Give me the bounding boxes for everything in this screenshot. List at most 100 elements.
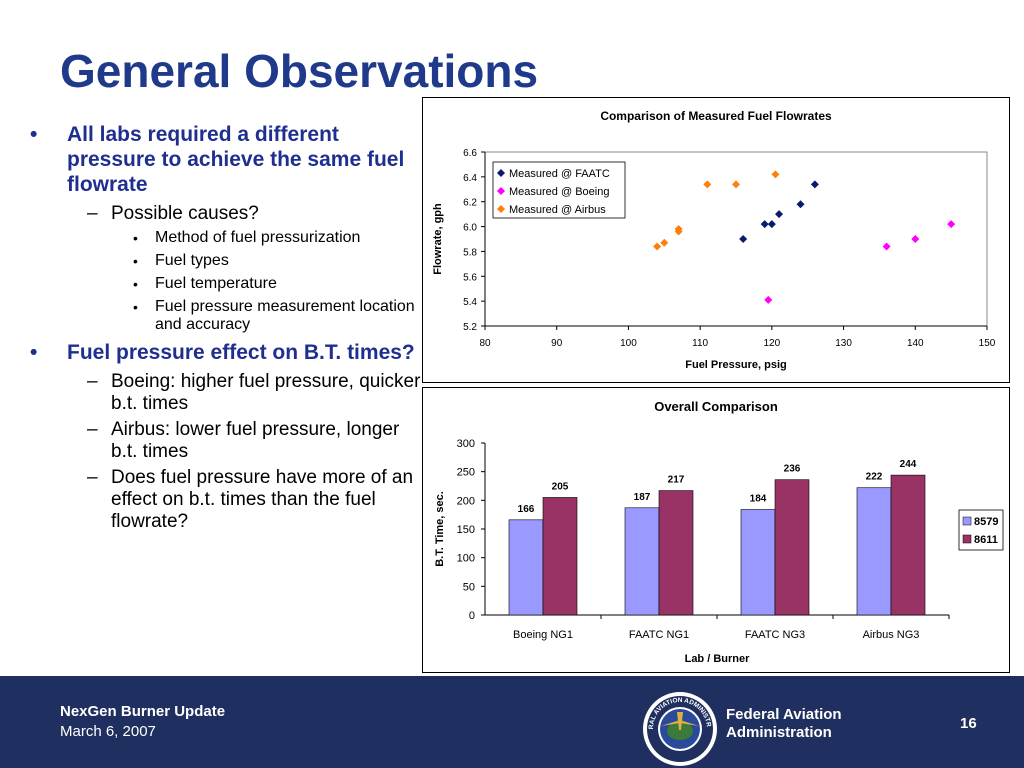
bar-value-label: 217 [668, 475, 685, 486]
bullet-text: Boeing: higher fuel pressure, quicker b.… [111, 371, 421, 414]
bar [774, 479, 810, 616]
legend-swatch [962, 516, 972, 526]
data-point [810, 180, 819, 189]
bullet-marker: • [133, 230, 138, 246]
page-number: 16 [960, 715, 977, 732]
bullet-marker: • [133, 253, 138, 269]
y-tick-label: 100 [457, 553, 475, 565]
bullet-text: Fuel temperature [155, 275, 277, 292]
x-tick-label: 120 [764, 338, 781, 349]
legend-label: Measured @ Airbus [509, 204, 606, 216]
data-point [947, 220, 956, 229]
bullet-level3: • Fuel types [30, 252, 425, 270]
legend-marker [497, 187, 505, 195]
x-tick-label: 90 [551, 338, 563, 349]
y-tick-label: 6.6 [463, 148, 477, 159]
bullet-marker: • [30, 341, 38, 364]
dash-marker: – [87, 419, 98, 440]
dash-marker: – [87, 467, 98, 488]
bar [740, 509, 776, 616]
legend-label: 8579 [974, 516, 998, 528]
bar [624, 507, 660, 616]
bar-value-label: 222 [866, 472, 883, 483]
data-point [732, 180, 740, 189]
bar-chart: Overall Comparison 0 50 100 150 200 250 300 Boei… [434, 399, 1004, 665]
dash-marker: – [87, 371, 98, 392]
x-tick-label: 140 [907, 338, 924, 349]
y-tick-label: 250 [457, 467, 475, 479]
bar [658, 490, 694, 616]
bar-value-label: 244 [900, 459, 917, 470]
bar-value-label: 187 [634, 492, 651, 503]
data-point [767, 220, 776, 229]
bullet-level2: – Possible causes? [30, 203, 425, 225]
data-point [660, 238, 669, 247]
bullet-level3: • Method of fuel pressurization [30, 229, 425, 247]
bar-value-label: 184 [750, 494, 767, 505]
data-point [775, 210, 784, 219]
bullet-marker: • [30, 123, 38, 146]
y-tick-label: 6.0 [463, 223, 477, 234]
slide-title: General Observations [60, 45, 539, 97]
legend-label: Measured @ Boeing [509, 186, 609, 198]
bullet-level2: – Airbus: lower fuel pressure, longer b.… [30, 419, 425, 463]
legend-box [958, 509, 1004, 551]
bar-value-label: 236 [784, 464, 801, 475]
bullet-text: Fuel pressure measurement location and a… [155, 298, 415, 333]
y-axis-label: B.T. Time, sec. [434, 491, 446, 567]
x-axis-label: Lab / Burner [685, 653, 751, 665]
bar [508, 519, 544, 616]
x-tick-label: 100 [620, 338, 637, 349]
y-tick-label: 5.6 [463, 272, 477, 283]
data-point [739, 235, 748, 243]
y-tick-label: 0 [469, 610, 475, 622]
dash-marker: – [87, 203, 98, 224]
data-point [771, 170, 780, 179]
bullet-level2: – Boeing: higher fuel pressure, quicker … [30, 371, 425, 415]
x-tick-label: FAATC NG1 [629, 629, 689, 641]
x-axis-label: Fuel Pressure, psig [685, 359, 786, 371]
legend-marker [497, 205, 505, 213]
data-point [703, 180, 712, 189]
bar [856, 487, 892, 616]
bullet-level1: • Fuel pressure effect on B.T. times? [30, 340, 425, 365]
bullet-marker: • [133, 276, 138, 292]
x-tick-label: 80 [479, 338, 491, 349]
bullet-list: • All labs required a different pressure… [30, 122, 425, 537]
legend-label: Measured @ FAATC [509, 168, 610, 180]
legend-swatch [962, 534, 972, 544]
y-tick-label: 200 [457, 495, 475, 507]
x-tick-label: 110 [692, 338, 708, 349]
bullet-text: Does fuel pressure have more of an effec… [111, 467, 414, 532]
bullet-level2: – Does fuel pressure have more of an eff… [30, 467, 425, 533]
legend-marker [497, 169, 505, 177]
y-tick-label: 5.4 [463, 297, 477, 308]
data-point [796, 200, 805, 209]
bullet-level3: • Fuel pressure measurement location and… [30, 298, 425, 334]
bar [542, 497, 578, 616]
faa-seal-icon: FEDERAL AVIATION ADMINISTRATION [641, 690, 717, 766]
bar-chart-panel: Overall Comparison 0 50 100 150 200 250 300 Boei… [422, 387, 1010, 673]
scatter-chart: Comparison of Measured Fuel Flowrates 5.2… [432, 109, 996, 371]
data-point [760, 220, 769, 229]
bullet-text: Fuel types [155, 252, 229, 269]
data-point [882, 242, 891, 251]
y-tick-label: 6.2 [463, 198, 477, 209]
x-tick-label: 150 [979, 338, 996, 349]
bullet-level1: • All labs required a different pressure… [30, 122, 425, 197]
bar [890, 474, 926, 616]
y-tick-label: 5.8 [463, 247, 477, 258]
bullet-text: Fuel pressure effect on B.T. times? [67, 341, 415, 364]
x-tick-label: Airbus NG3 [863, 629, 920, 641]
bar-value-label: 205 [552, 481, 569, 492]
x-tick-label: FAATC NG3 [745, 629, 805, 641]
footer-date: March 6, 2007 [60, 723, 156, 740]
bullet-text: All labs required a different pressure t… [67, 123, 405, 196]
y-tick-label: 5.2 [463, 322, 477, 333]
scatter-chart-panel: Comparison of Measured Fuel Flowrates 5.2… [422, 97, 1010, 383]
data-point [674, 225, 683, 234]
y-tick-label: 150 [457, 524, 475, 536]
footer-org: Federal Aviation Administration [726, 706, 842, 741]
bullet-text: Method of fuel pressurization [155, 229, 361, 246]
data-point [653, 242, 662, 251]
